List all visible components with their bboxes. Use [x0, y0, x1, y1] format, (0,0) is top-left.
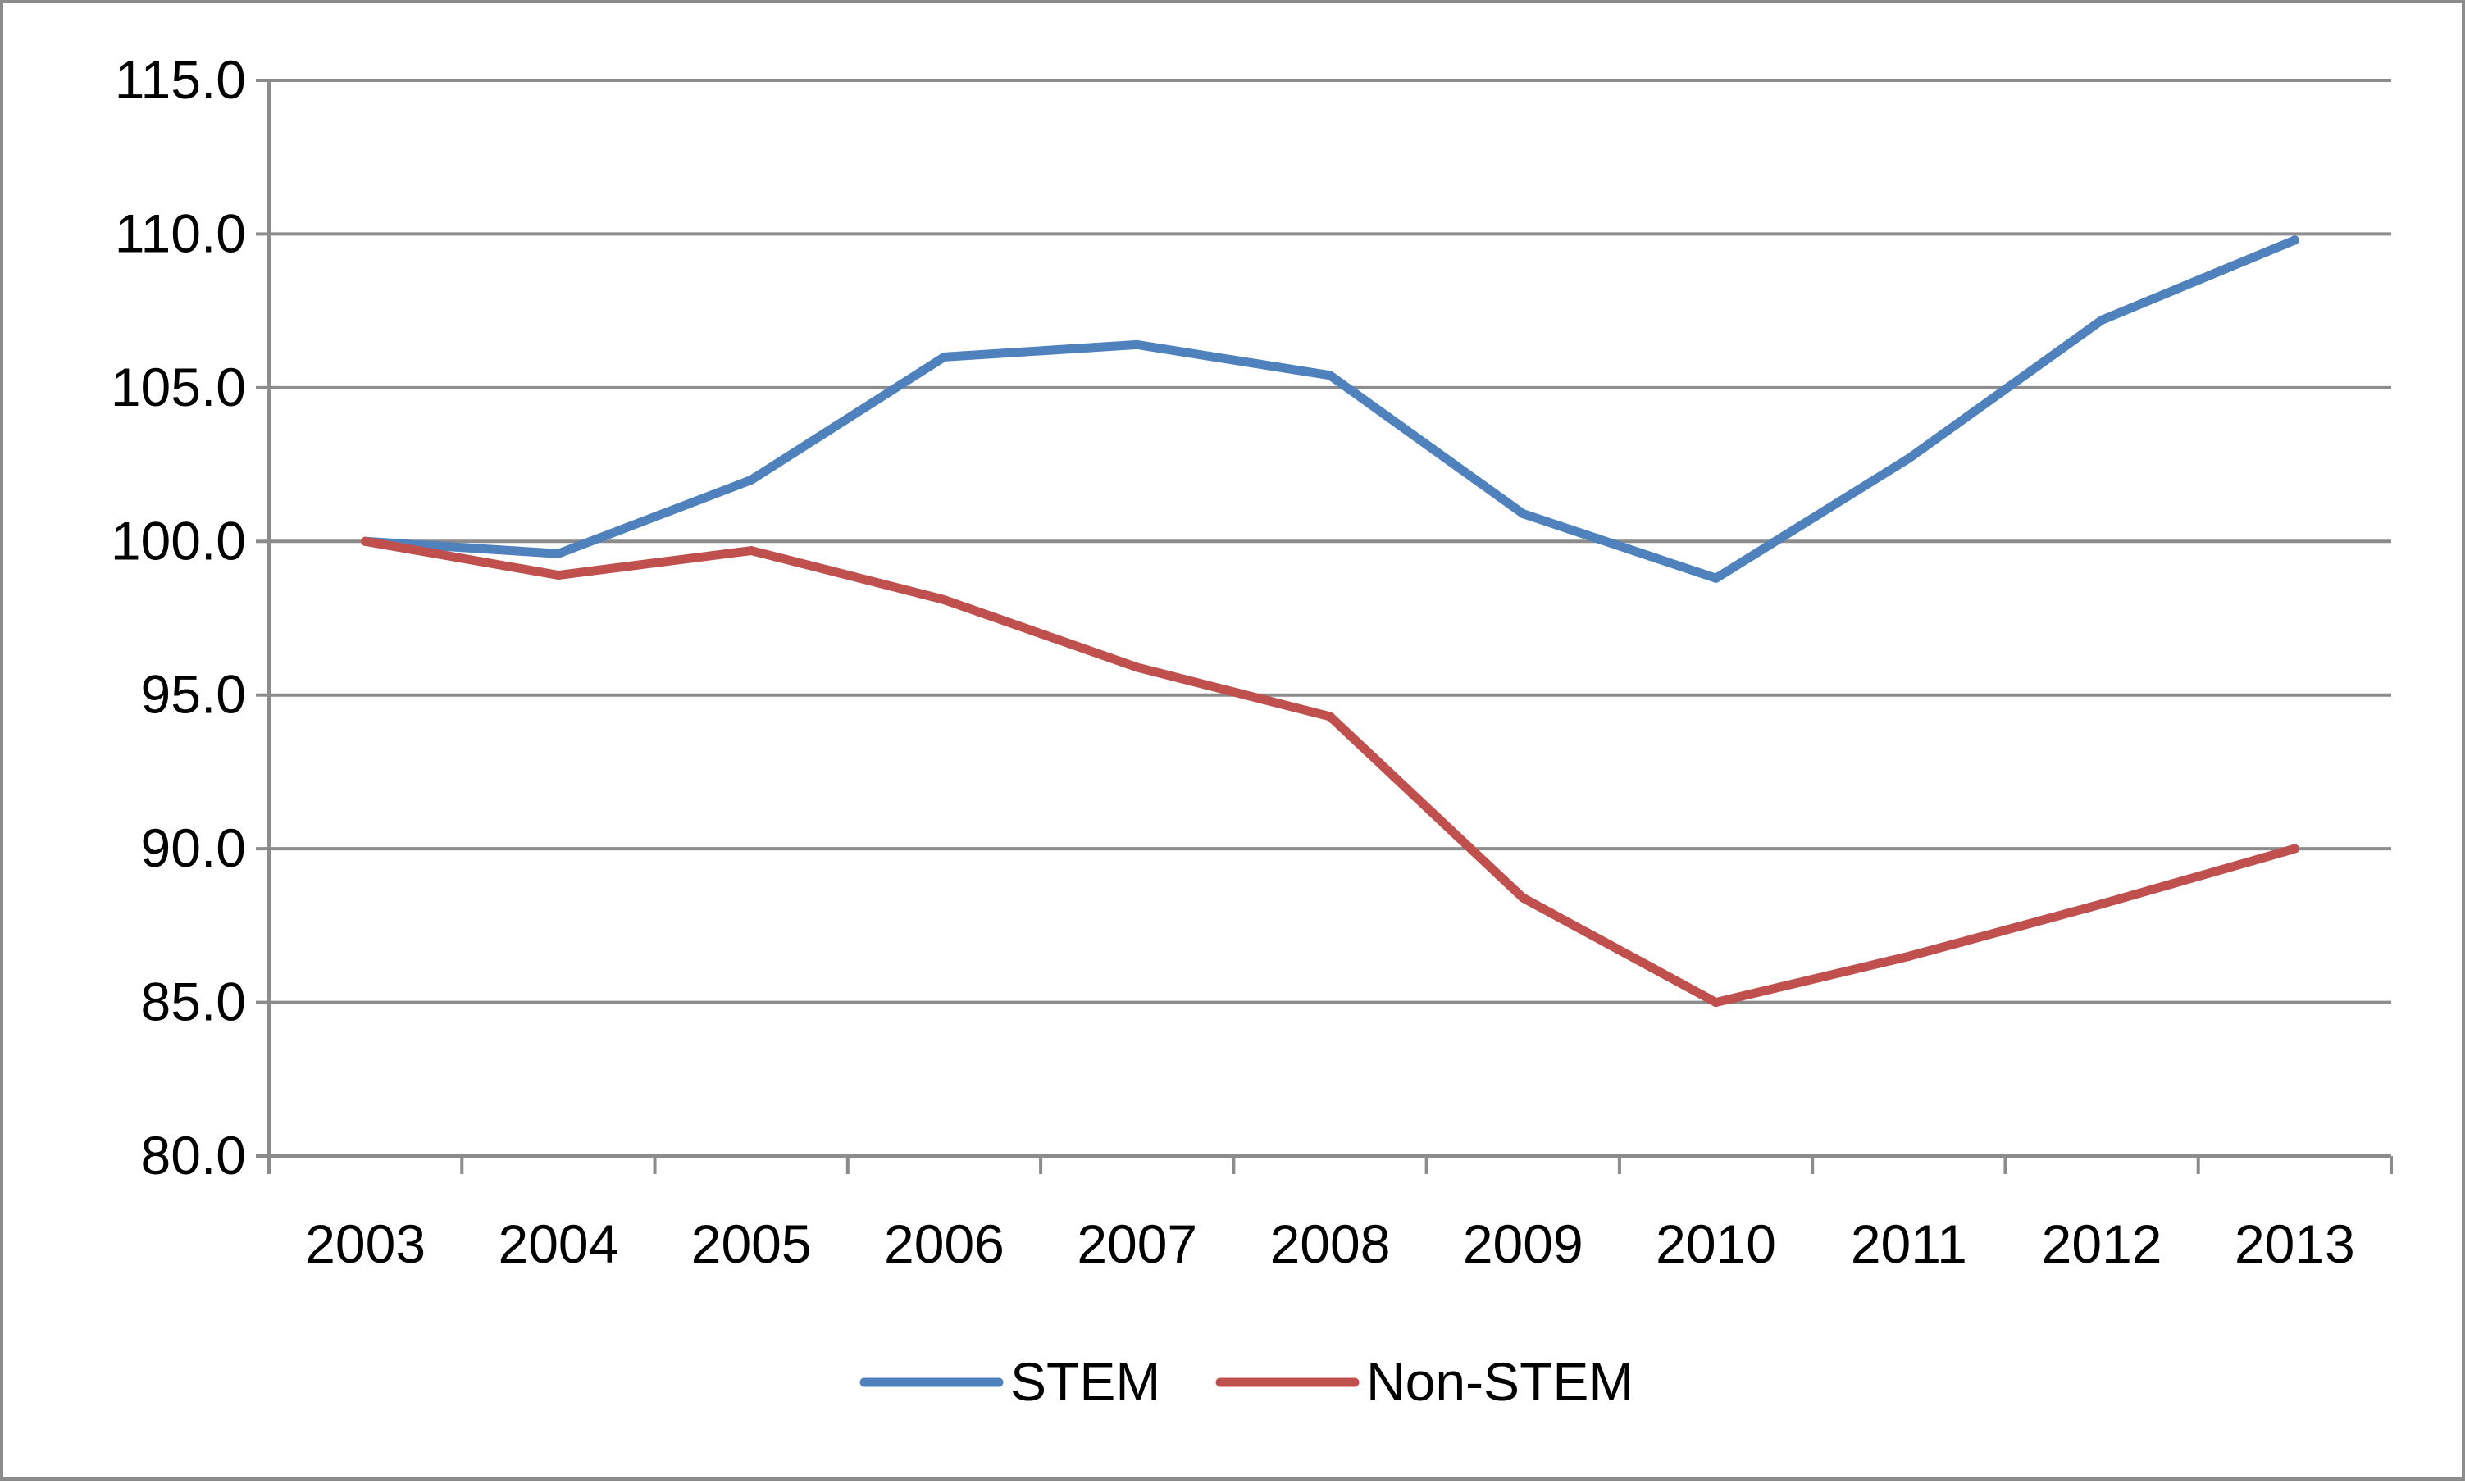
legend-label: STEM	[1010, 1351, 1160, 1412]
axes	[256, 79, 2393, 1174]
gridlines	[269, 79, 2391, 1004]
x-axis-tick-label: 2004	[498, 1213, 618, 1274]
data-point	[1904, 951, 1914, 961]
x-axis-tick-label: 2012	[2042, 1213, 2162, 1274]
data-point	[1711, 998, 1721, 1008]
legend-label: Non-STEM	[1366, 1351, 1633, 1412]
y-axis-tick-label: 115.0	[115, 49, 246, 110]
line-chart: 80.0 85.0 90.0 95.0 100.0 105.0 110.0 115.0 200…	[111, 49, 2393, 1412]
data-point	[746, 546, 756, 556]
y-axis-tick-labels: 80.0 85.0 90.0 95.0 100.0 105.0 110.0 115.0	[111, 49, 246, 1186]
series-line-non-stem	[361, 536, 2299, 1008]
data-point	[939, 595, 949, 605]
y-axis-tick-label: 95.0	[141, 664, 246, 725]
data-point	[1132, 339, 1142, 349]
y-axis-tick-label: 90.0	[141, 817, 246, 878]
data-point	[2290, 235, 2299, 245]
data-point	[2290, 844, 2299, 854]
x-axis-tick-label: 2013	[2235, 1213, 2355, 1274]
x-axis-tick-label: 2005	[691, 1213, 812, 1274]
data-point	[2097, 899, 2107, 909]
y-axis-tick-label: 110.0	[115, 203, 246, 263]
y-axis-tick-label: 80.0	[141, 1125, 246, 1186]
x-axis-tick-label: 2003	[305, 1213, 426, 1274]
y-axis-tick-label: 105.0	[111, 357, 246, 417]
data-point	[1132, 662, 1142, 672]
data-point	[1711, 573, 1721, 583]
data-point	[361, 536, 371, 546]
x-axis-tick-label: 2007	[1077, 1213, 1197, 1274]
y-axis-tick-label: 85.0	[141, 972, 246, 1032]
legend-item-stem: STEM	[859, 1351, 1160, 1412]
x-axis-tick-label: 2008	[1270, 1213, 1391, 1274]
x-axis-tick-label: 2006	[884, 1213, 1005, 1274]
data-point	[554, 549, 563, 558]
series-layer	[361, 235, 2299, 1008]
data-point	[554, 571, 563, 580]
data-point	[1325, 371, 1335, 380]
legend: STEM Non-STEM	[859, 1351, 1633, 1412]
data-point	[1325, 712, 1335, 722]
data-point	[1518, 893, 1528, 903]
y-axis-tick-label: 100.0	[111, 510, 246, 571]
data-point	[2097, 315, 2107, 325]
data-point	[939, 352, 949, 362]
series-line-stem	[361, 235, 2299, 583]
x-axis-tick-label: 2009	[1463, 1213, 1583, 1274]
x-axis-tick-label: 2010	[1656, 1213, 1776, 1274]
legend-item-non-stem: Non-STEM	[1215, 1351, 1633, 1412]
data-point	[746, 475, 756, 485]
data-point	[1904, 453, 1914, 463]
data-point	[1518, 509, 1528, 519]
x-axis-tick-label: 2011	[1851, 1213, 1967, 1274]
x-axis-tick-labels: 2003 2004 2005 2006 2007 2008 2009 2010 2011 2012…	[305, 1213, 2355, 1274]
